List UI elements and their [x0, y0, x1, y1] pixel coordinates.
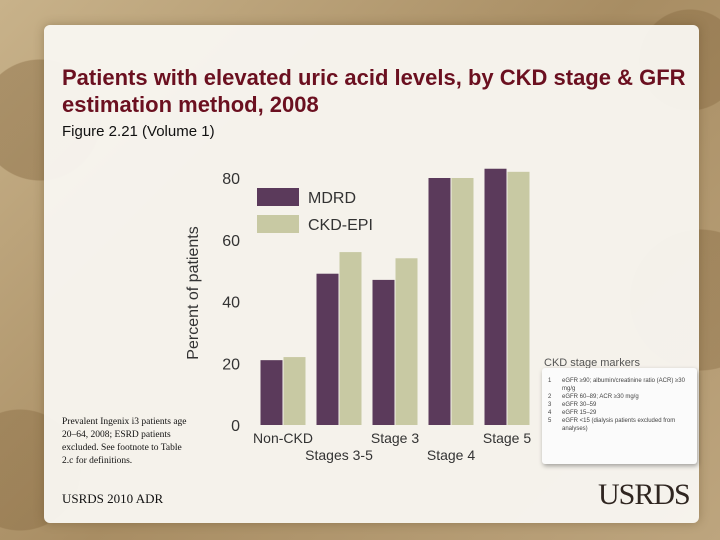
legend-label: MDRD — [308, 190, 356, 207]
bar-mdrd — [260, 360, 283, 425]
y-tick-label: 20 — [222, 356, 240, 373]
marker-number: 1 — [548, 378, 552, 384]
bar-mdrd — [372, 279, 395, 425]
ckd-stage-markers-box: 1 eGFR ≥90; albumin/creatinine ratio (ACR… — [542, 368, 697, 464]
marker-item: 5 eGFR <15 (dialysis patients excluded fr… — [548, 417, 693, 433]
marker-text: eGFR <15 (dialysis patients excluded fro… — [562, 418, 676, 432]
markers-list: 1 eGFR ≥90; albumin/creatinine ratio (ACR… — [542, 368, 697, 433]
bar-ckd-epi — [339, 252, 362, 425]
marker-item: 3 eGFR 30–59 — [548, 401, 693, 409]
y-tick-label: 60 — [222, 233, 240, 250]
y-axis: 0 20 40 60 80 — [222, 171, 240, 435]
legend-swatch — [257, 215, 299, 233]
marker-item: 1 eGFR ≥90; albumin/creatinine ratio (ACR… — [548, 377, 693, 393]
bar-mdrd — [428, 178, 451, 425]
bar-ckd-epi — [283, 357, 306, 425]
marker-number: 4 — [548, 410, 552, 416]
legend-swatch — [257, 188, 299, 206]
marker-text: eGFR 60–89; ACR ≥30 mg/g — [562, 394, 639, 400]
slide-title: Patients with elevated uric acid levels,… — [62, 65, 686, 117]
marker-text: eGFR 30–59 — [562, 402, 597, 408]
x-tick-label: Non-CKD — [253, 430, 313, 446]
marker-item: 4 eGFR 15–29 — [548, 409, 693, 417]
y-tick-label: 0 — [231, 418, 240, 435]
bar-ckd-epi — [451, 178, 474, 425]
bars — [260, 168, 530, 426]
x-tick-label: Stage 4 — [427, 447, 475, 463]
markers-title: CKD stage markers — [544, 357, 640, 369]
y-tick-label: 80 — [222, 171, 240, 188]
bar-ckd-epi — [507, 171, 530, 425]
legend: MDRD CKD-EPI — [257, 188, 373, 234]
marker-item: 2 eGFR 60–89; ACR ≥30 mg/g — [548, 393, 693, 401]
marker-text: eGFR 15–29 — [562, 410, 597, 416]
bar-mdrd — [316, 273, 339, 425]
footnote: Prevalent Ingenix i3 patients age 20–64,… — [62, 417, 187, 466]
legend-label: CKD-EPI — [308, 217, 373, 234]
usrds-logo: USRDS — [598, 478, 691, 511]
y-tick-label: 40 — [222, 295, 240, 312]
bar-mdrd — [484, 168, 507, 426]
figure-label: Figure 2.21 (Volume 1) — [62, 123, 215, 140]
x-tick-label: Stage 3 — [371, 430, 419, 446]
marker-number: 2 — [548, 394, 552, 400]
marker-number: 5 — [548, 418, 552, 424]
bar-ckd-epi — [395, 258, 418, 425]
marker-text: eGFR ≥90; albumin/creatinine ratio (ACR)… — [562, 378, 685, 392]
x-tick-label: Stages 3-5 — [305, 447, 373, 463]
footer-source: USRDS 2010 ADR — [62, 491, 164, 506]
x-tick-label: Stage 5 — [483, 430, 531, 446]
marker-number: 3 — [548, 402, 552, 408]
y-axis-label: Percent of patients — [185, 226, 202, 359]
